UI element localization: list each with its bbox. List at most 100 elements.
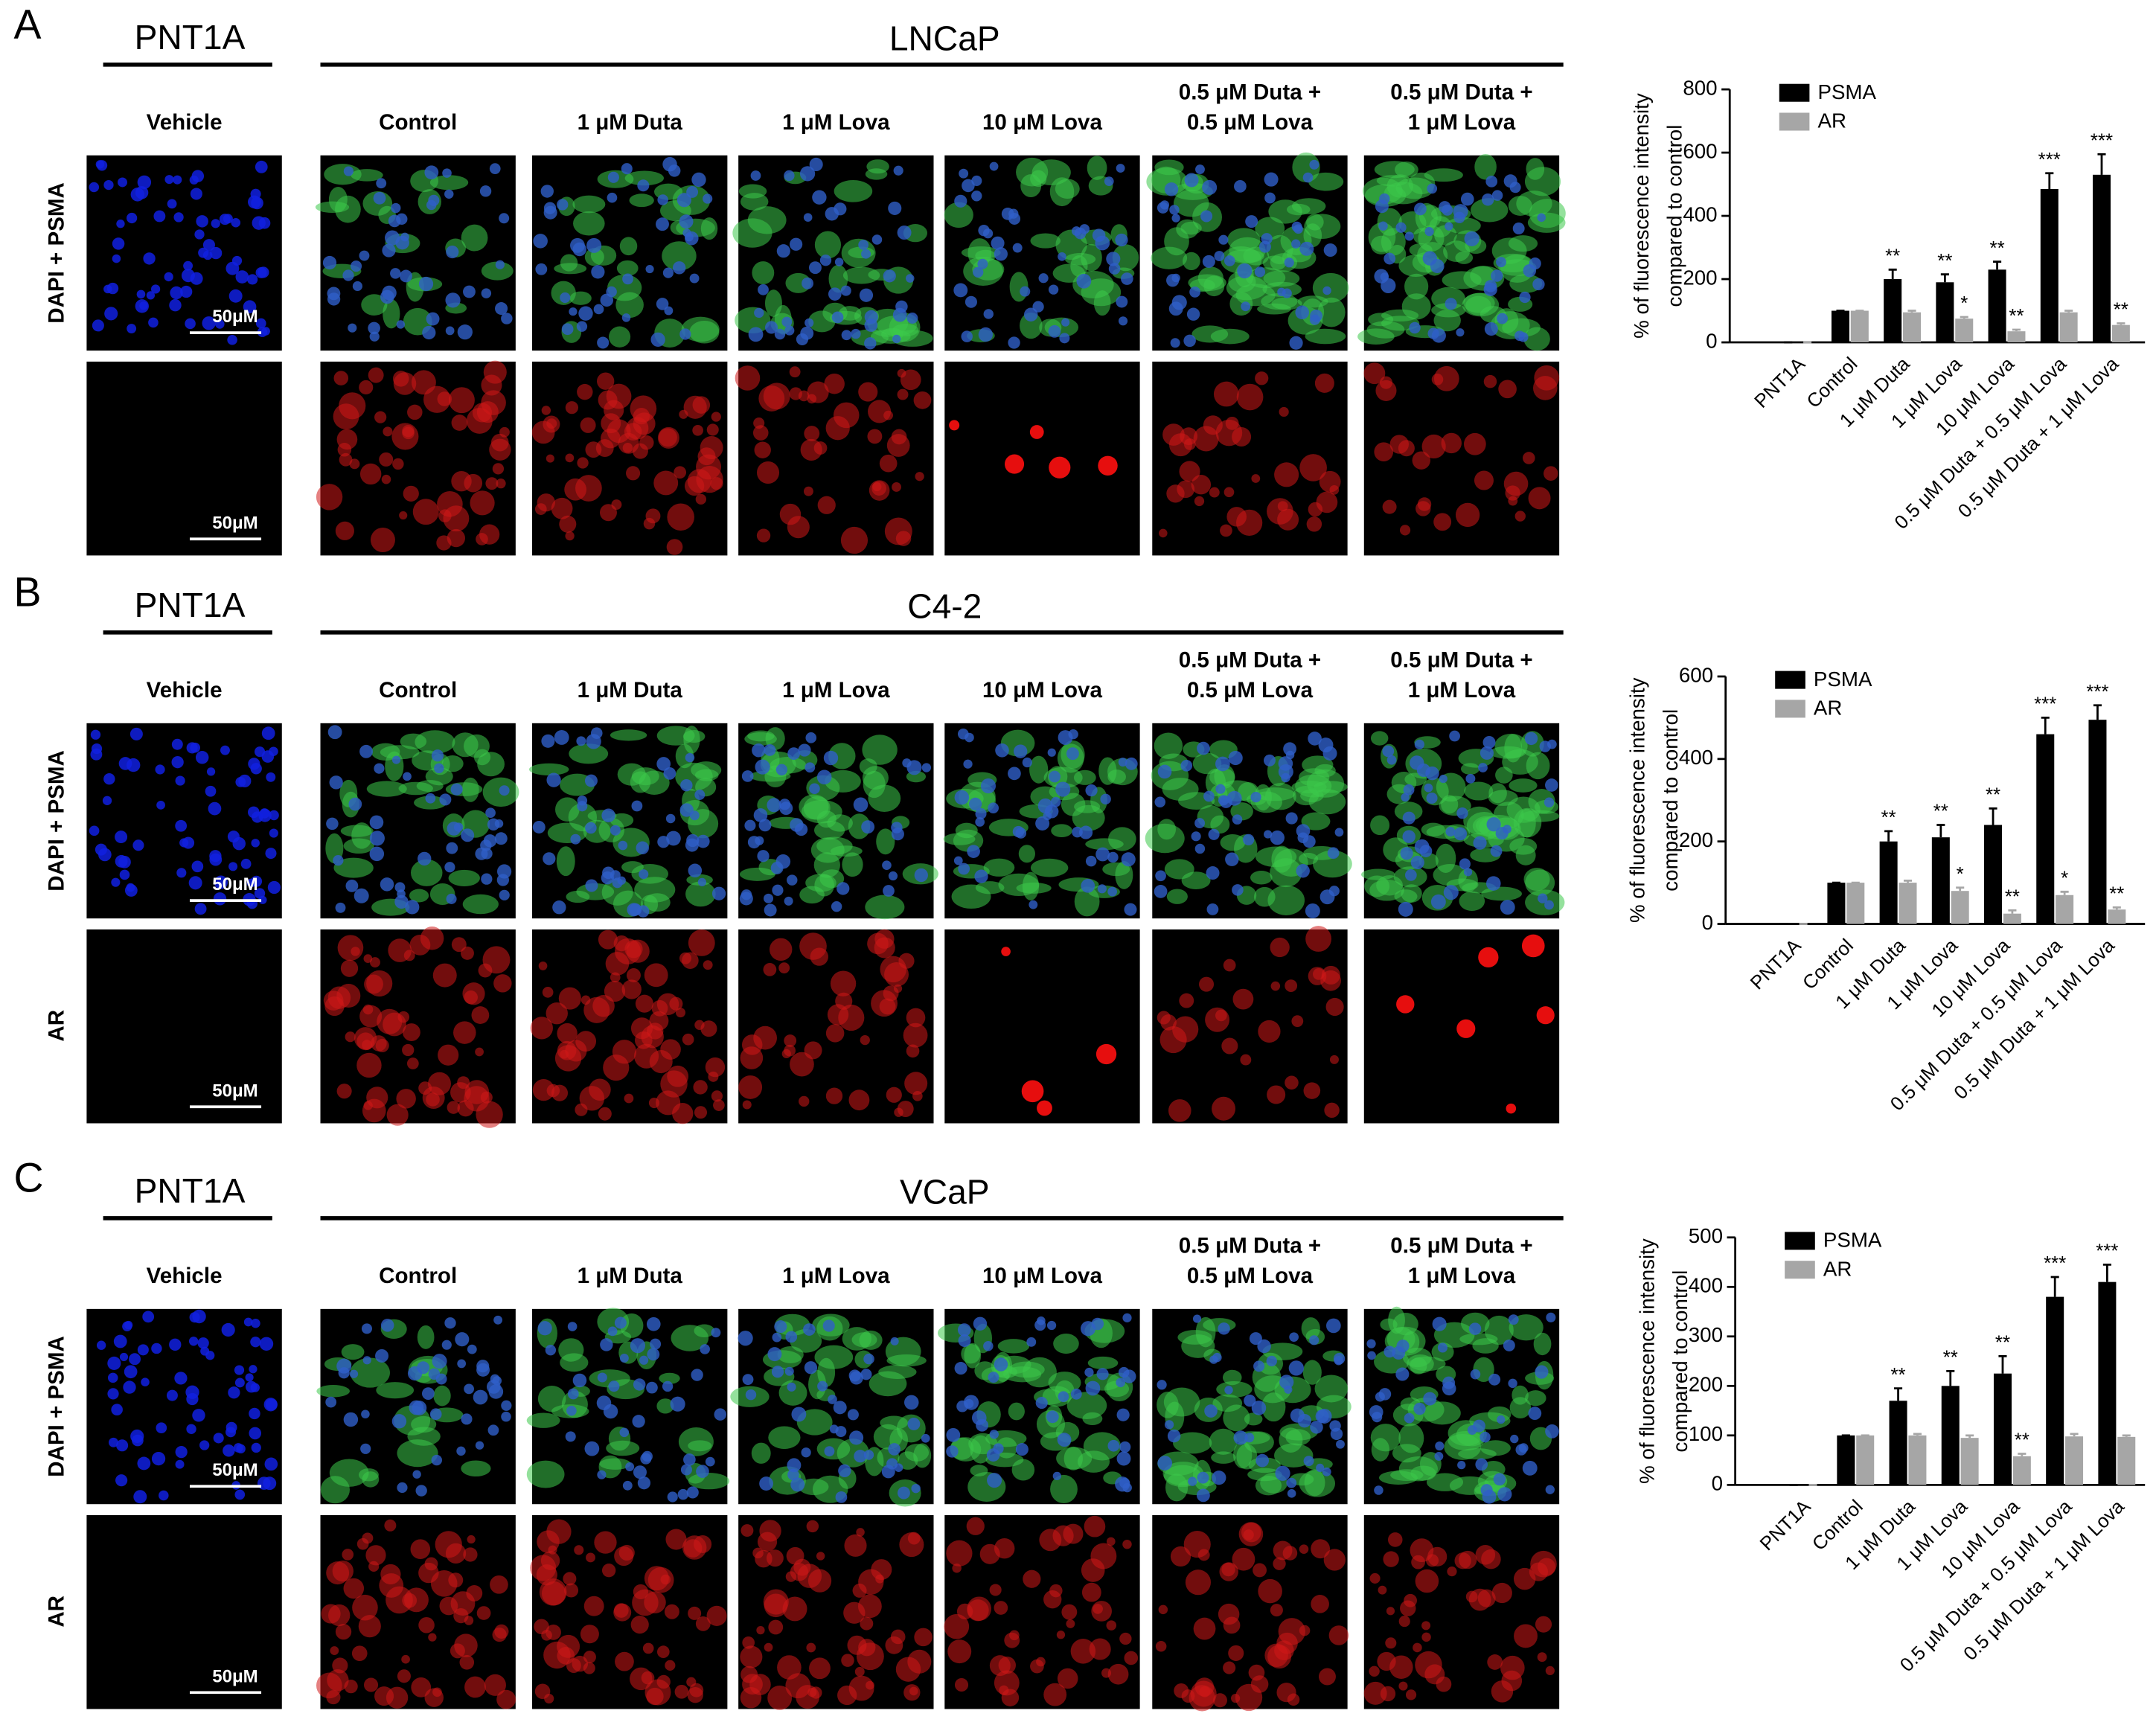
- stain: [886, 1087, 902, 1103]
- cytoplasm: [631, 863, 668, 884]
- nucleus: [552, 900, 566, 915]
- nucleus: [175, 775, 185, 786]
- nucleus: [1118, 316, 1128, 326]
- bar: [2059, 312, 2078, 343]
- nucleus: [115, 831, 128, 844]
- nucleus: [221, 1322, 235, 1337]
- nucleus: [194, 229, 205, 240]
- nucleus: [1188, 1476, 1197, 1486]
- nucleus: [1473, 836, 1487, 850]
- nucleus: [264, 1457, 278, 1471]
- error-bar: [1913, 1433, 1922, 1436]
- nucleus: [1015, 1443, 1029, 1456]
- nucleus: [1058, 730, 1073, 745]
- nucleus: [426, 199, 437, 211]
- stain: [1170, 1546, 1191, 1567]
- nucleus: [784, 325, 795, 336]
- micrograph: [1363, 1306, 1560, 1505]
- stain: [345, 1031, 356, 1043]
- significance: ***: [2086, 682, 2108, 703]
- nucleus: [1545, 1424, 1559, 1439]
- cytoplasm: [397, 1439, 438, 1468]
- stain: [768, 1619, 784, 1635]
- stain: [653, 470, 679, 496]
- stain: [1380, 1686, 1396, 1702]
- legend-label: AR: [1817, 109, 1846, 132]
- cytoplasm: [366, 781, 407, 797]
- nucleus: [831, 311, 844, 324]
- stain: [897, 388, 909, 400]
- column-header: 1 μM Lova: [782, 1264, 890, 1288]
- nucleus: [206, 767, 216, 776]
- nucleus: [382, 285, 397, 301]
- nucleus: [812, 190, 827, 205]
- nucleus: [848, 1369, 861, 1382]
- nucleus: [352, 281, 362, 292]
- nucleus: [444, 862, 455, 873]
- cytoplasm: [1369, 880, 1404, 901]
- stain: [643, 517, 656, 530]
- nucleus: [606, 286, 617, 298]
- stain: [1378, 1585, 1387, 1595]
- stain: [605, 952, 630, 976]
- nucleus: [1449, 730, 1460, 742]
- stain: [1421, 434, 1446, 459]
- nucleus: [1453, 211, 1465, 223]
- nucleus: [251, 1442, 261, 1453]
- nucleus: [1115, 233, 1128, 247]
- nucleus: [233, 1443, 243, 1453]
- nucleus: [188, 1337, 199, 1346]
- nucleus: [245, 1373, 254, 1382]
- stain: [824, 373, 845, 394]
- stain: [1417, 497, 1432, 511]
- stain: [1194, 1677, 1215, 1697]
- nucleus: [772, 1332, 782, 1343]
- nucleus: [1055, 781, 1071, 797]
- nucleus: [127, 212, 138, 224]
- stain: [1209, 487, 1220, 498]
- nucleus: [234, 1489, 246, 1500]
- nucleus: [1503, 1339, 1515, 1351]
- cytoplasm: [1304, 214, 1341, 239]
- nucleus: [1232, 814, 1243, 825]
- column-header: 0.5 μM Duta +: [1179, 80, 1321, 104]
- stain: [667, 1065, 689, 1087]
- stain: [1329, 1055, 1339, 1064]
- nucleus: [1096, 1368, 1109, 1380]
- micrograph: [1152, 1514, 1349, 1712]
- nucleus: [1085, 784, 1098, 797]
- nucleus: [959, 168, 969, 179]
- stain: [1532, 376, 1558, 400]
- stain: [1215, 419, 1243, 447]
- nucleus: [1475, 1458, 1488, 1471]
- stain: [412, 499, 439, 525]
- nucleus: [1171, 214, 1180, 223]
- nucleus: [143, 252, 156, 265]
- nucleus: [983, 309, 994, 319]
- nucleus: [1254, 266, 1266, 278]
- nucleus: [1264, 830, 1273, 839]
- significance: **: [1885, 246, 1900, 267]
- nucleus: [801, 1447, 811, 1458]
- cytoplasm: [316, 1385, 351, 1398]
- cytoplasm: [1081, 278, 1122, 307]
- nucleus: [1284, 257, 1294, 268]
- nucleus: [501, 1411, 511, 1422]
- stain: [1374, 442, 1394, 462]
- stain: [494, 1624, 509, 1639]
- nucleus: [213, 892, 227, 906]
- stain: [1299, 454, 1327, 481]
- cytoplasm: [1180, 221, 1202, 235]
- nucleus: [837, 882, 850, 895]
- nucleus: [754, 307, 764, 319]
- stain: [356, 1052, 382, 1078]
- stain: [386, 1586, 413, 1614]
- nucleus: [447, 822, 461, 836]
- stain: [575, 1103, 588, 1116]
- micrograph: [1152, 926, 1348, 1124]
- stain: [642, 1642, 654, 1654]
- nucleus: [1012, 825, 1025, 838]
- nucleus: [897, 225, 912, 240]
- stain: [1232, 988, 1254, 1010]
- cytoplasm: [398, 781, 433, 796]
